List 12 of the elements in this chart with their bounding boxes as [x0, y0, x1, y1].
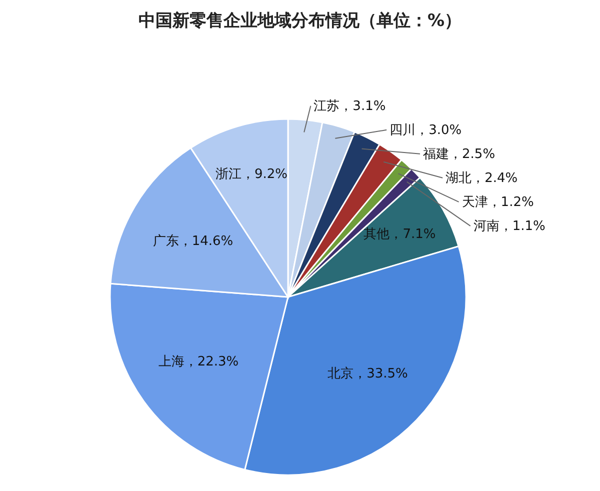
slice-label: 上海，22.3%	[158, 354, 239, 370]
slice-label: 四川，3.0%	[390, 122, 462, 138]
slice-label: 河南，1.1%	[473, 218, 546, 234]
chart-title: 中国新零售企业地域分布情况（单位：%）	[138, 11, 462, 31]
slice-label: 北京，33.5%	[328, 366, 408, 382]
slice-label: 浙江，9.2%	[215, 167, 288, 182]
slice-label: 其他，7.1%	[364, 227, 436, 242]
slice-label: 江苏，3.1%	[314, 98, 386, 114]
slice-label: 湖北，2.4%	[446, 170, 518, 186]
slice-label: 福建，2.5%	[423, 146, 496, 162]
slice-label: 天津，1.2%	[462, 194, 534, 210]
slice-label: 广东，14.6%	[152, 234, 234, 249]
